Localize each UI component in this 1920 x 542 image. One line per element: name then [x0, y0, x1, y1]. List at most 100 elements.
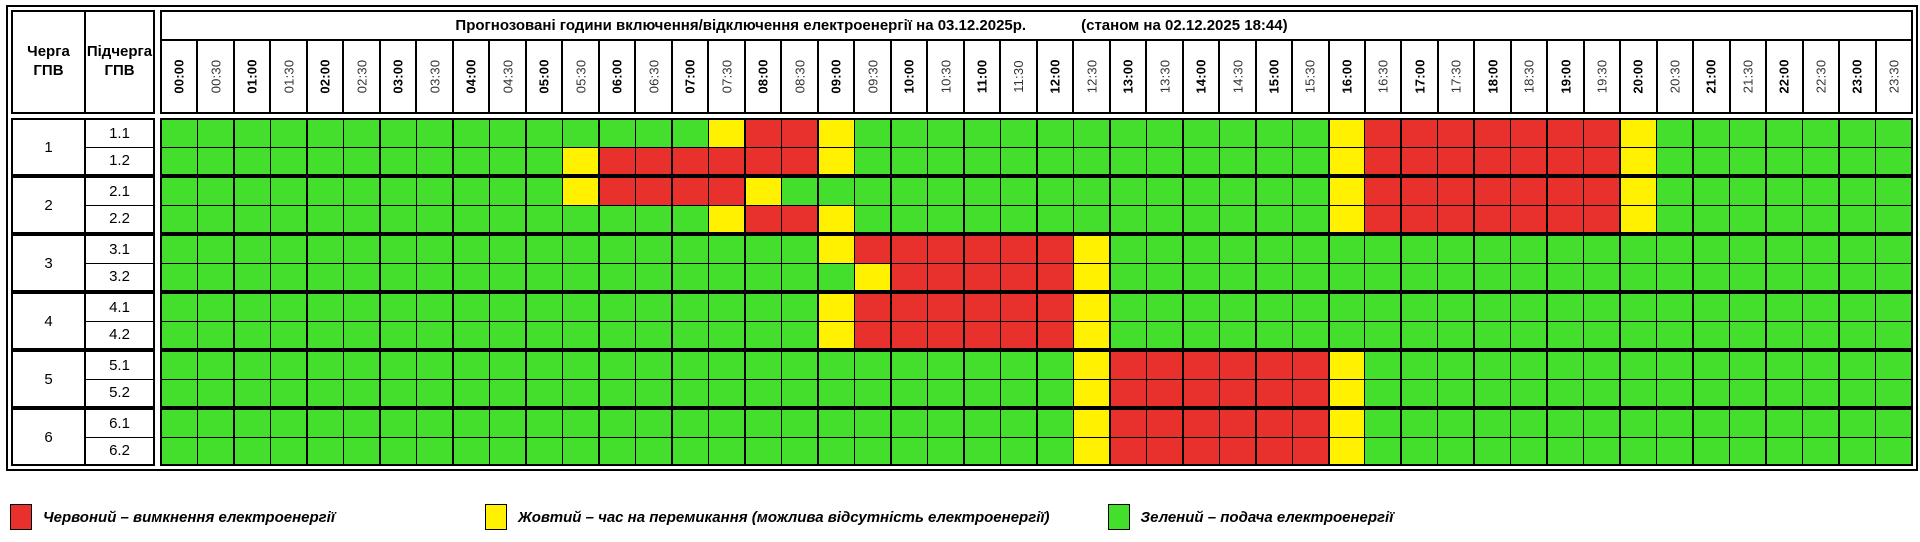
slot-6.2-20:00: [1621, 437, 1658, 464]
slot-6.2-15:00: [1256, 437, 1293, 464]
slot-5.1-04:00: [453, 352, 490, 379]
slot-4.1-00:30: [197, 294, 235, 321]
slot-5.2-02:30: [343, 379, 381, 406]
slot-6.1-11:30: [1000, 410, 1038, 437]
slot-4.2-18:00: [1475, 321, 1512, 348]
slot-6.2-08:00: [745, 437, 782, 464]
slot-5.2-17:00: [1402, 379, 1439, 406]
slot-2.2-08:30: [781, 205, 819, 232]
slot-6.2-06:00: [599, 437, 636, 464]
slot-6.1-02:00: [307, 410, 344, 437]
slot-2.1-15:30: [1292, 178, 1330, 205]
slot-3.1-07:30: [708, 236, 746, 263]
slot-1.2-20:00: [1621, 147, 1658, 174]
queue-number-2: 2: [13, 178, 86, 232]
queue-group-labels-4: 4 4.1 4.2: [11, 292, 155, 350]
slot-6.1-09:30: [854, 410, 892, 437]
slot-6.2-07:30: [708, 437, 746, 464]
slot-3.2-19:30: [1584, 263, 1622, 290]
slot-6.1-16:00: [1329, 410, 1366, 437]
time-label-03:30: 03:30: [417, 41, 454, 112]
slot-6.2-13:00: [1110, 437, 1147, 464]
slot-5.1-21:30: [1730, 352, 1768, 379]
slot-3.1-10:00: [891, 236, 928, 263]
slot-4.2-01:00: [234, 321, 271, 348]
slot-2.2-12:30: [1073, 205, 1111, 232]
slot-1.2-17:30: [1438, 147, 1476, 174]
slot-4.2-13:00: [1110, 321, 1147, 348]
slot-2.1-22:00: [1767, 178, 1804, 205]
slot-1.1-09:30: [854, 120, 892, 147]
slot-5.1-14:30: [1219, 352, 1257, 379]
schedule-row-1.2: [162, 146, 1912, 174]
slot-3.2-00:00: [162, 263, 198, 290]
time-label-04:30: 04:30: [490, 41, 527, 112]
slot-3.1-21:30: [1730, 236, 1768, 263]
slot-5.2-11:00: [964, 379, 1001, 406]
slot-1.2-05:00: [526, 147, 563, 174]
schedule-row-5.2: [162, 378, 1912, 406]
slot-1.2-17:00: [1402, 147, 1439, 174]
slot-1.2-03:00: [380, 147, 417, 174]
slot-2.2-07:00: [672, 205, 709, 232]
slot-1.2-08:00: [745, 147, 782, 174]
slot-1.1-02:00: [307, 120, 344, 147]
slot-2.1-13:30: [1146, 178, 1184, 205]
slot-4.1-06:00: [599, 294, 636, 321]
schedule-grid-6: [160, 408, 1913, 466]
slot-5.1-11:00: [964, 352, 1001, 379]
slot-3.1-04:30: [489, 236, 527, 263]
slot-1.1-09:00: [818, 120, 855, 147]
slot-4.1-09:30: [854, 294, 892, 321]
slot-5.1-02:00: [307, 352, 344, 379]
slot-6.1-20:30: [1657, 410, 1695, 437]
slot-1.1-01:30: [270, 120, 308, 147]
slot-4.2-03:00: [380, 321, 417, 348]
slot-3.1-12:00: [1037, 236, 1074, 263]
slot-1.2-18:30: [1511, 147, 1549, 174]
slot-5.2-15:30: [1292, 379, 1330, 406]
time-label-06:00: 06:00: [600, 41, 637, 112]
slot-1.2-10:30: [927, 147, 965, 174]
slot-2.2-20:30: [1657, 205, 1695, 232]
slot-6.1-11:00: [964, 410, 1001, 437]
slot-1.1-13:30: [1146, 120, 1184, 147]
time-label-15:00: 15:00: [1257, 41, 1294, 112]
slot-1.2-15:30: [1292, 147, 1330, 174]
subqueue-column-header: Підчерга ГПВ: [86, 43, 153, 79]
slot-2.2-06:00: [599, 205, 636, 232]
subqueue-label-1.2: 1.2: [86, 146, 153, 175]
slot-4.1-08:30: [781, 294, 819, 321]
slot-1.2-08:30: [781, 147, 819, 174]
slot-2.2-19:00: [1548, 205, 1585, 232]
slot-1.2-01:30: [270, 147, 308, 174]
slot-6.2-09:00: [818, 437, 855, 464]
slot-2.1-10:30: [927, 178, 965, 205]
slot-2.2-18:00: [1475, 205, 1512, 232]
slot-2.2-14:00: [1183, 205, 1220, 232]
time-label-14:00: 14:00: [1184, 41, 1221, 112]
slot-5.1-00:30: [197, 352, 235, 379]
slot-5.2-02:00: [307, 379, 344, 406]
slot-1.2-05:30: [562, 147, 600, 174]
schedule-grid-1: [160, 118, 1913, 176]
slot-6.2-04:30: [489, 437, 527, 464]
red-swatch-icon: [10, 504, 32, 530]
queue-group-1: 1 1.1 1.2: [11, 118, 1913, 176]
subqueue-label-2.1: 2.1: [109, 182, 130, 200]
slot-2.2-20:00: [1621, 205, 1658, 232]
slot-1.2-15:00: [1256, 147, 1293, 174]
slot-3.1-15:00: [1256, 236, 1293, 263]
slot-5.2-01:00: [234, 379, 271, 406]
slot-5.1-14:00: [1183, 352, 1220, 379]
slot-2.1-02:30: [343, 178, 381, 205]
slot-1.2-19:00: [1548, 147, 1585, 174]
slot-5.2-14:30: [1219, 379, 1257, 406]
slot-5.1-05:30: [562, 352, 600, 379]
legend-label-red: Червоний – вимкнення електроенергії: [43, 508, 335, 526]
slot-2.2-01:00: [234, 205, 271, 232]
slot-5.1-03:00: [380, 352, 417, 379]
slot-5.2-00:30: [197, 379, 235, 406]
slot-3.2-03:30: [416, 263, 454, 290]
slot-5.2-20:30: [1657, 379, 1695, 406]
